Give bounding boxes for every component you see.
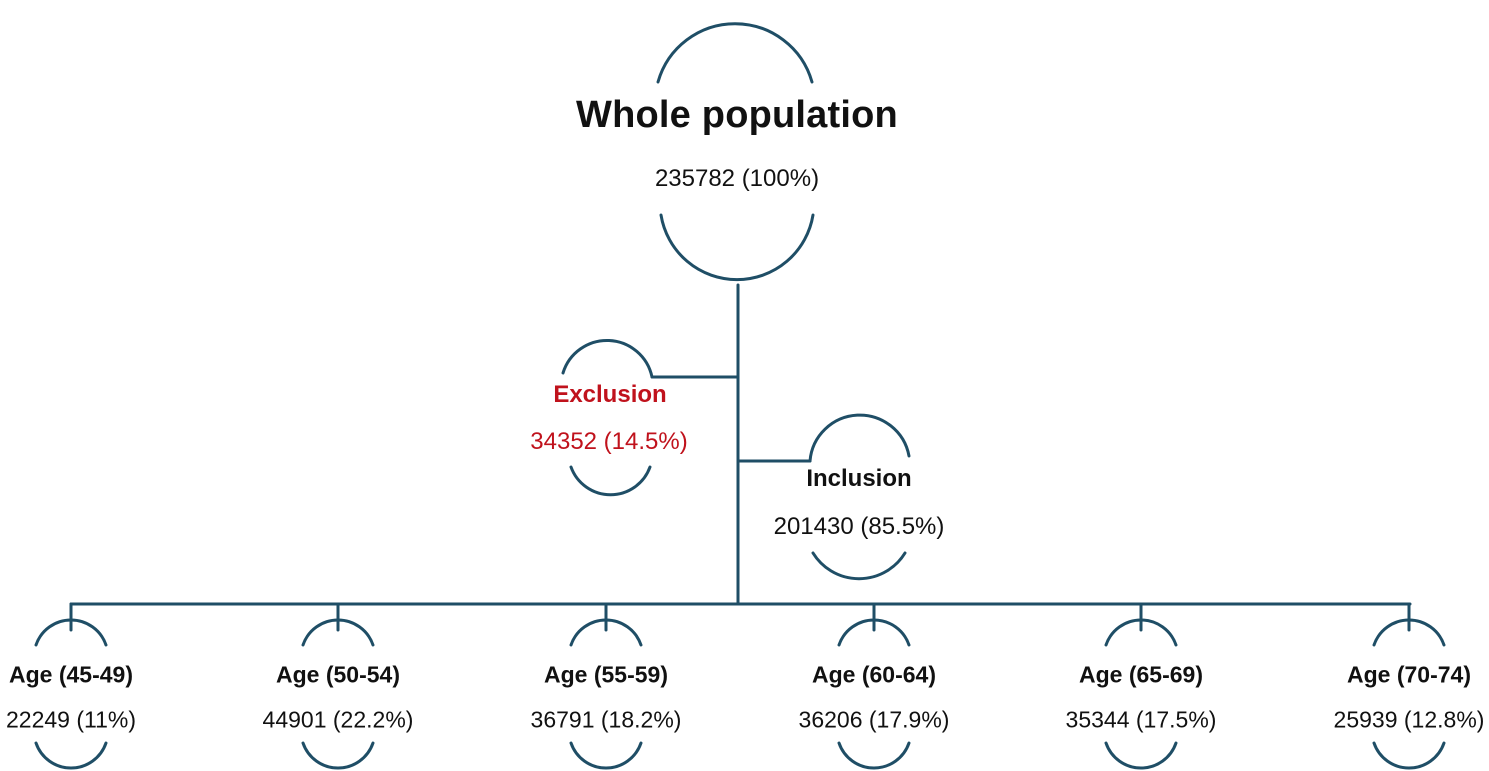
root-node-bottom-arc: [659, 213, 815, 282]
age-node-55-59-title: Age (55-59): [544, 661, 668, 688]
exclusion-node-title: Exclusion: [553, 381, 667, 408]
age-node-55-59-bottom-arc: [569, 741, 643, 770]
age-node-55-59-top-arc: [569, 618, 643, 647]
inclusion-node-top-arc: [808, 413, 911, 463]
age-node-65-69-bottom-arc: [1104, 741, 1178, 770]
age-node-65-69-title: Age (65-69): [1079, 661, 1203, 688]
age-node-70-74-title: Age (70-74): [1347, 661, 1471, 688]
age-node-45-49-value: 22249 (11%): [6, 706, 136, 733]
age-node-50-54-value: 44901 (22.2%): [262, 706, 414, 733]
age-node-60-64-bottom-arc: [837, 741, 911, 770]
age-node-70-74-bottom-arc: [1372, 741, 1446, 770]
age-node-70-74-value: 25939 (12.8%): [1333, 706, 1485, 733]
exclusion-node-value: 34352 (14.5%): [530, 428, 688, 455]
age-node-60-64-top-arc: [837, 618, 911, 647]
root-node-value: 235782 (100%): [654, 165, 820, 192]
age-node-50-54-title: Age (50-54): [276, 661, 400, 688]
age-node-65-69-top-arc: [1104, 618, 1178, 647]
age-node-70-74-top-arc: [1372, 618, 1446, 647]
root-node-top-arc: [656, 22, 814, 84]
age-node-55-59-value: 36791 (18.2%): [530, 706, 682, 733]
age-node-50-54-top-arc: [301, 618, 375, 647]
age-node-60-64-value: 36206 (17.9%): [798, 706, 950, 733]
age-node-65-69-value: 35344 (17.5%): [1065, 706, 1217, 733]
age-node-50-54-bottom-arc: [301, 741, 375, 770]
age-node-45-49-top-arc: [34, 618, 108, 647]
age-node-45-49-bottom-arc: [34, 741, 108, 770]
root-node-title: Whole population: [576, 94, 898, 136]
inclusion-node-value: 201430 (85.5%): [773, 513, 945, 540]
exclusion-node-top-arc: [561, 339, 654, 379]
age-node-45-49-title: Age (45-49): [9, 661, 133, 688]
inclusion-node-title: Inclusion: [806, 465, 912, 492]
exclusion-node-bottom-arc: [569, 465, 652, 497]
inclusion-node-bottom-arc: [811, 551, 907, 581]
age-node-60-64-title: Age (60-64): [812, 661, 936, 688]
